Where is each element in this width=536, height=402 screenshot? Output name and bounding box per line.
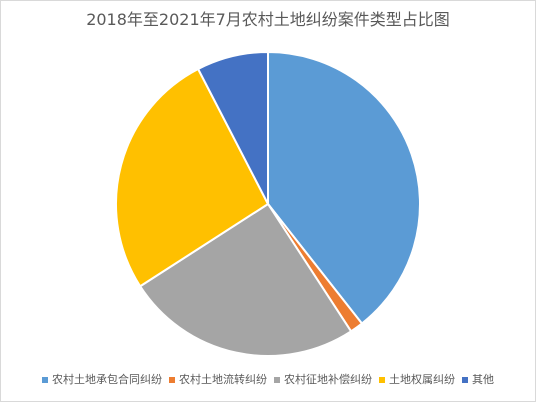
- legend-label-land-contract: 农村土地承包合同纠纷: [52, 373, 162, 386]
- pie-slice-compensation: [139, 203, 353, 357]
- legend-item-compensation: 农村征地补偿纠纷: [274, 373, 372, 387]
- chart-title: 2018年至2021年7月农村土地纠纷案件类型占比图: [86, 10, 450, 29]
- legend-swatch-land-transfer: [169, 377, 175, 383]
- legend-label-compensation: 农村征地补偿纠纷: [284, 373, 372, 386]
- chart-legend: 农村土地承包合同纠纷 农村土地流转纠纷 农村征地补偿纠纷 土地权属纠纷 其他: [21, 373, 515, 387]
- legend-swatch-ownership: [379, 377, 385, 383]
- legend-swatch-other: [462, 377, 468, 383]
- legend-item-other: 其他: [462, 373, 494, 387]
- pie-slice-land-contract: [267, 51, 421, 325]
- legend-label-other: 其他: [472, 373, 494, 386]
- legend-swatch-compensation: [274, 377, 280, 383]
- legend-item-land-contract: 农村土地承包合同纠纷: [42, 373, 162, 387]
- legend-item-ownership: 土地权属纠纷: [379, 373, 455, 387]
- legend-label-land-transfer: 农村土地流转纠纷: [179, 373, 267, 386]
- legend-item-land-transfer: 农村土地流转纠纷: [169, 373, 267, 387]
- pie-slice-other: [197, 51, 269, 205]
- pie-slice-ownership: [115, 68, 269, 288]
- legend-swatch-land-contract: [42, 377, 48, 383]
- legend-label-ownership: 土地权属纠纷: [389, 373, 455, 386]
